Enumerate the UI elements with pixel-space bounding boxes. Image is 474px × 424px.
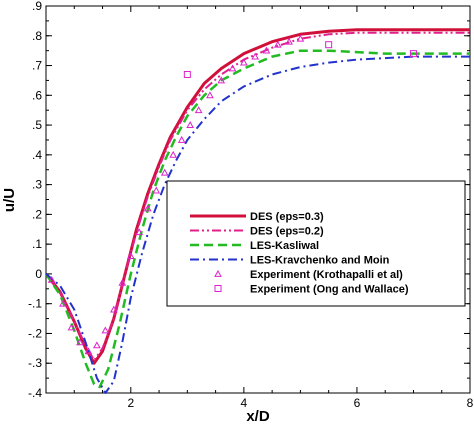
data-point — [285, 37, 293, 45]
legend-entry: DES (eps=0.3) — [190, 211, 324, 223]
legend-label: Experiment (Krothapalli et al) — [250, 269, 403, 281]
series-experiment-krothapalli-et-al — [47, 34, 305, 355]
data-point — [135, 228, 144, 236]
data-point — [251, 52, 260, 60]
series-des-eps-0-2 — [45, 31, 470, 362]
data-point — [101, 326, 110, 334]
y-tick-label: .4 — [32, 148, 42, 162]
data-point — [194, 106, 203, 114]
legend-marker — [214, 269, 222, 277]
data-point — [59, 299, 67, 307]
y-tick-label: -.1 — [28, 297, 42, 311]
data-point — [273, 40, 282, 48]
axis-ticks: -.4 -.3 -.2 -.1 0 .1 .2 .3 .4 .5 .6 .7 .8 .9 2 4 6 8 — [28, 0, 474, 410]
data-point — [409, 50, 417, 58]
x-tick-label: 6 — [354, 396, 361, 410]
data-point — [325, 41, 333, 49]
legend-entry: DES (eps=0.2) — [190, 226, 324, 238]
y-tick-label: -.2 — [28, 326, 42, 340]
y-tick-label: .7 — [32, 59, 42, 73]
data-point — [47, 275, 56, 283]
data-point — [169, 150, 178, 158]
data-point — [183, 70, 191, 78]
data-point — [228, 64, 237, 72]
x-tick-label: 8 — [467, 396, 474, 410]
series-line — [45, 31, 470, 362]
x-tick-label: 2 — [127, 396, 134, 410]
legend-label: DES (eps=0.2) — [250, 226, 324, 238]
legend-entry: Experiment (Ong and Wallace) — [214, 284, 409, 296]
data-point — [118, 278, 127, 286]
y-tick-label: .8 — [32, 29, 42, 43]
legend-label: LES-Kasliwal — [250, 240, 319, 252]
y-axis-title: u/U — [1, 188, 18, 212]
y-tick-label: -.4 — [28, 386, 42, 400]
series-experiment-ong-and-wallace — [183, 41, 417, 78]
data-point — [109, 305, 118, 313]
data-point — [84, 347, 93, 355]
legend-marker — [214, 285, 222, 292]
legend-entry: Experiment (Krothapalli et al) — [214, 269, 403, 281]
legend-label: Experiment (Ong and Wallace) — [250, 284, 409, 296]
data-point — [296, 34, 305, 42]
data-point — [76, 338, 84, 346]
series-line — [44, 49, 470, 389]
data-point — [160, 168, 169, 176]
data-point — [217, 76, 226, 84]
y-tick-label: .1 — [32, 237, 42, 251]
legend-entry: LES-Kasliwal — [190, 240, 319, 252]
series-les-kasliwal — [44, 49, 470, 389]
y-tick-label: .5 — [32, 118, 42, 132]
y-tick-label: .2 — [32, 207, 42, 221]
y-tick-label: -.3 — [28, 356, 42, 370]
y-tick-label: .6 — [32, 88, 42, 102]
y-tick-label: 0 — [35, 267, 42, 281]
data-point — [67, 323, 76, 331]
data-point — [262, 46, 271, 54]
data-point — [240, 58, 248, 66]
legend-entry: LES-Kravchenko and Moin — [190, 255, 390, 267]
x-axis-title: x/D — [246, 408, 270, 424]
data-point — [206, 91, 214, 99]
series-des-eps-0-3 — [44, 28, 470, 365]
x-tick-label: 4 — [241, 396, 248, 410]
data-point — [186, 121, 195, 128]
legend-label: DES (eps=0.3) — [250, 211, 324, 223]
legend: DES (eps=0.3) DES (eps=0.2) LES-Kasliwal LE… — [166, 180, 466, 307]
data-point — [152, 186, 161, 194]
series-line — [44, 28, 470, 365]
series-les-kravchenko-and-moin — [45, 55, 470, 394]
series-layer — [44, 28, 470, 394]
data-point — [126, 252, 135, 259]
data-point — [143, 204, 152, 212]
data-point — [93, 341, 101, 349]
legend-label: LES-Kravchenko and Moin — [250, 255, 390, 267]
data-point — [177, 135, 186, 143]
series-line — [45, 55, 470, 394]
y-tick-label: .3 — [32, 178, 42, 192]
y-tick-label: .9 — [32, 0, 42, 13]
